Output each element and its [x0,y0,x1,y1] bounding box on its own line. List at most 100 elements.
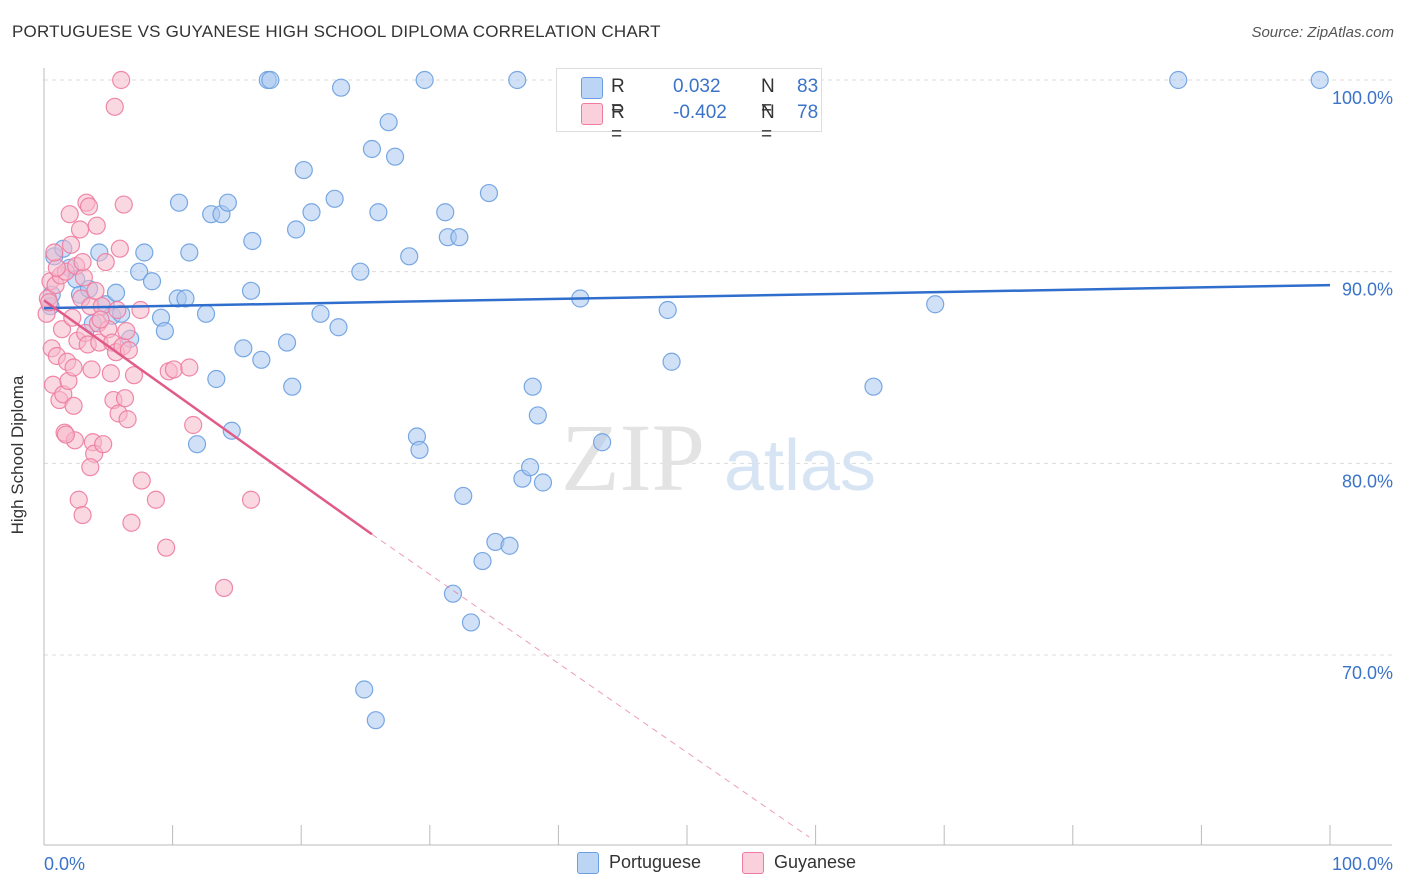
portuguese-point [362,139,382,159]
portuguese-point [369,203,388,222]
guyanese-point [82,360,101,379]
portuguese-point [593,433,612,452]
portuguese-point [241,281,261,300]
guyanese-trend-extension [371,533,810,838]
x-tick-label: 0.0% [44,854,85,874]
portuguese-point [252,350,271,369]
portuguese-point [176,289,195,308]
portuguese-point [207,369,226,389]
portuguese-point [169,193,189,212]
portuguese-point [277,333,297,352]
portuguese-point [331,78,351,97]
portuguese-point [135,243,154,262]
guyanese-point [146,490,165,509]
legend-swatch-portuguese [577,852,599,874]
guyanese-point [74,268,93,287]
guyanese-point [69,490,88,509]
portuguese-point [400,247,419,266]
guyanese-point [164,360,183,379]
guyanese-point [52,320,72,339]
guyanese-point [114,195,133,214]
guyanese-point [214,578,234,598]
y-tick-label: 90.0% [1342,280,1393,300]
portuguese-point [415,70,434,90]
legend-label-guyanese: Guyanese [774,852,857,872]
legend-label-portuguese: Portuguese [609,852,702,872]
portuguese-point [142,272,162,291]
guyanese-trend-line [43,299,373,536]
portuguese-point [1169,70,1188,90]
legend-n-value: 83 [797,76,819,97]
y-tick-label: 100.0% [1332,88,1393,108]
portuguese-point [864,377,883,396]
portuguese-point [508,70,527,90]
portuguese-point [533,473,553,492]
guyanese-point [91,310,110,329]
chart-title: PORTUGUESE VS GUYANESE HIGH SCHOOL DIPLO… [12,22,661,41]
guyanese-point [105,97,124,116]
portuguese-point [187,435,207,454]
guyanese-point [184,415,203,435]
guyanese-point [108,300,127,320]
portuguese-point [500,536,519,555]
watermark-atlas: atlas [724,426,876,506]
guyanese-point [64,396,83,415]
guyanese-point [96,252,115,272]
watermark-zip: ZIP [561,404,705,511]
guyanese-point [241,490,261,509]
guyanese-point [157,538,176,557]
guyanese-point [81,458,100,477]
portuguese-point [355,680,374,699]
portuguese-point [261,70,280,90]
y-tick-label: 80.0% [1342,471,1393,491]
guyanese-point [101,364,120,383]
legend-n-value: 78 [797,102,819,123]
portuguese-point [286,220,306,239]
portuguese-point [385,147,405,166]
portuguese-point [379,113,398,132]
portuguese-points [41,70,1329,730]
guyanese-point [180,358,199,377]
portuguese-point [218,193,237,212]
guyanese-point [73,252,92,272]
portuguese-point [1310,70,1329,90]
guyanese-point [117,321,136,341]
guyanese-point [124,366,144,385]
portuguese-trend-line [43,283,1331,310]
portuguese-point [243,231,262,251]
portuguese-point [473,551,492,571]
legend-r-value: 0.032 [673,76,721,97]
axes [43,68,1392,846]
guyanese-point [94,435,113,454]
guyanese-point [45,243,64,262]
guyanese-point [131,300,150,320]
legend-n-label: N = [761,76,775,119]
portuguese-point [106,283,126,302]
portuguese-point [662,352,681,371]
guyanese-point [56,425,75,444]
portuguese-point [155,321,174,341]
guyanese-point [118,410,137,429]
trend-lines [43,283,1331,838]
portuguese-point [528,406,547,425]
guyanese-point [110,239,129,258]
guyanese-points [37,70,261,598]
gridlines [44,79,1392,656]
portuguese-point [479,183,499,203]
portuguese-point [523,377,542,396]
portuguese-point [325,189,344,208]
y-tick-label: 70.0% [1342,663,1393,683]
portuguese-point [283,377,302,396]
portuguese-point [366,711,385,730]
guyanese-point [115,389,135,408]
guyanese-point [47,258,66,277]
legend-r-label: R = [611,102,625,145]
portuguese-point [443,584,463,603]
legend-r-value: -0.402 [673,102,727,123]
stats-legend: R = 0.032 N = 83 R = -0.402 N = 78 [556,68,822,145]
source-credit: Source: ZipAtlas.com [1251,24,1394,41]
guyanese-point [112,70,131,90]
portuguese-point [234,339,253,358]
legend-n-label: N = [761,102,775,145]
